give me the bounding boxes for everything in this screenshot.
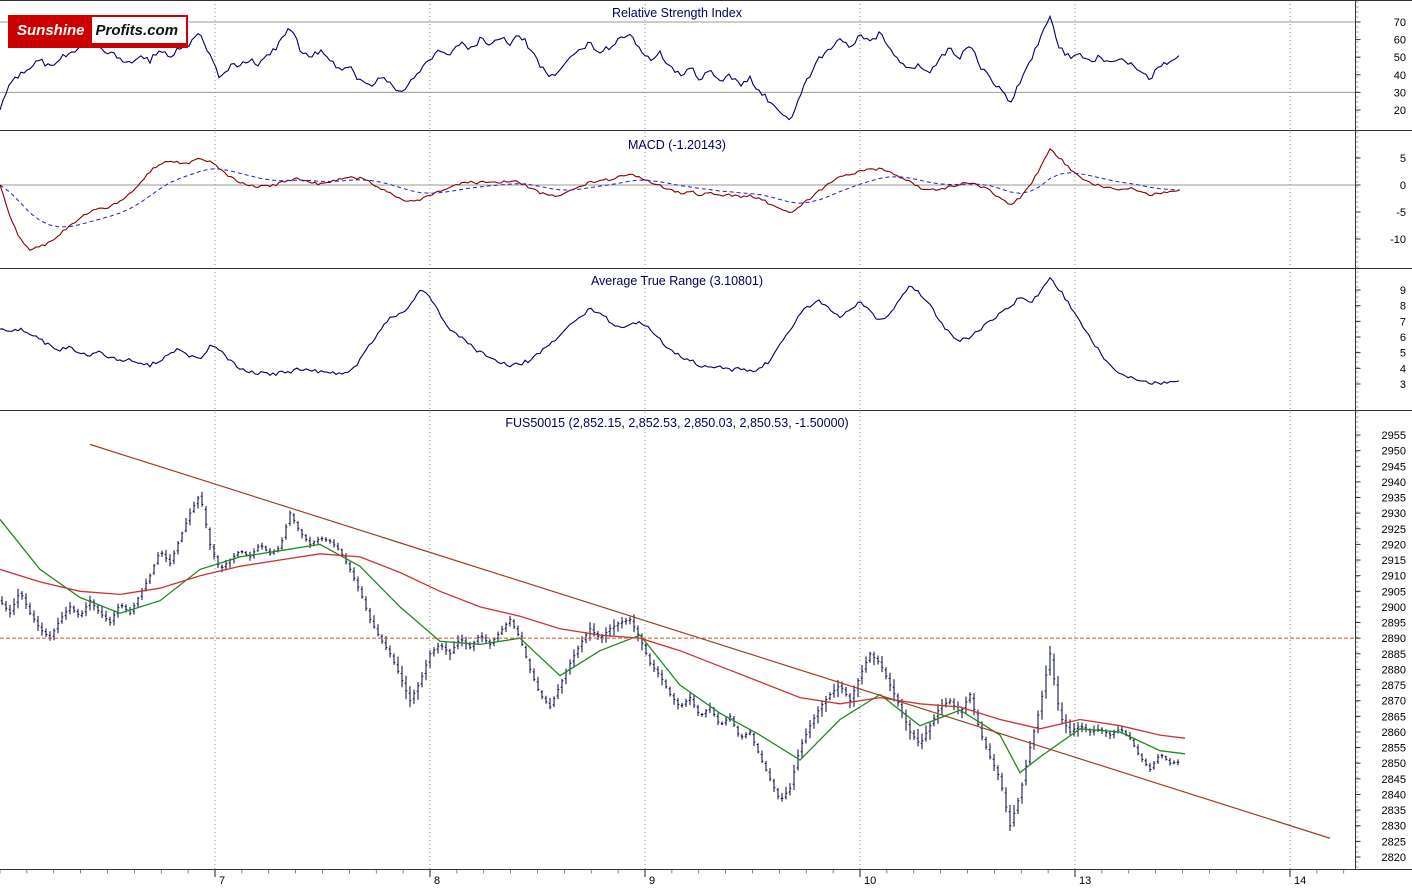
moving-average-slow: [0, 553, 1186, 739]
y-axis-label: 2920: [1382, 539, 1406, 551]
y-axis-label: 2905: [1382, 586, 1406, 598]
macd-signal-line: [0, 168, 1181, 228]
y-axis-label: 2835: [1382, 805, 1406, 817]
y-axis-label: 2830: [1382, 821, 1406, 833]
y-axis-label: 2875: [1382, 680, 1406, 692]
y-axis-label: 2850: [1382, 758, 1406, 770]
y-axis-label: 2860: [1382, 727, 1406, 739]
macd-panel-title: MACD (-1.20143): [628, 138, 726, 152]
y-axis-label: -10: [1390, 234, 1406, 246]
y-axis-label: 2845: [1382, 774, 1406, 786]
y-axis-label: 2945: [1382, 461, 1406, 473]
y-axis-label: 2900: [1382, 602, 1406, 614]
x-axis-day-label: 13: [1079, 875, 1091, 887]
x-axis-day-label: 9: [649, 875, 655, 887]
y-axis-label: 2915: [1382, 555, 1406, 567]
price-panel-title: FUS50015 (2,852.15, 2,852.53, 2,850.03, …: [505, 416, 848, 430]
y-axis-label: 2855: [1382, 743, 1406, 755]
y-axis-label: 2865: [1382, 711, 1406, 723]
resistance-trendline: [89, 443, 1331, 839]
y-axis-label: 9: [1400, 285, 1406, 297]
price-ohlc-bars: [0, 491, 1180, 831]
y-axis-label: 6: [1400, 332, 1406, 344]
y-axis-label: 2895: [1382, 618, 1406, 630]
titles-layer: Relative Strength Index MACD (-1.20143) …: [505, 6, 848, 430]
series-layer: [0, 14, 1355, 839]
x-axis-day-label: 7: [219, 875, 225, 887]
y-axis-label: 20: [1394, 105, 1406, 117]
y-axis-label: 5: [1400, 153, 1406, 165]
logo-suffix-text: Profits.com: [91, 17, 187, 46]
y-axis-label: 50: [1394, 52, 1406, 64]
y-axis-label: 2885: [1382, 649, 1406, 661]
y-axis-label: 2955: [1382, 430, 1406, 442]
y-axis-label: 40: [1394, 70, 1406, 82]
y-axis-label: 2930: [1382, 508, 1406, 520]
logo-brand-text: Sunshine: [10, 17, 92, 46]
rsi-line: [0, 14, 1180, 121]
y-axis-label: 2925: [1382, 524, 1406, 536]
y-axis-label: 2840: [1382, 789, 1406, 801]
y-axis-label: 4: [1400, 363, 1406, 375]
y-axis-label: -5: [1396, 207, 1406, 219]
moving-average-fast: [0, 518, 1186, 774]
x-axis-day-label: 8: [434, 875, 440, 887]
y-axis-label: 3: [1400, 379, 1406, 391]
y-axis-label: 30: [1394, 87, 1406, 99]
atr-line: [0, 276, 1180, 385]
y-axis-label: 60: [1394, 35, 1406, 47]
y-axis-label: 2820: [1382, 852, 1406, 864]
y-axis-label: 5: [1400, 348, 1406, 360]
rsi-panel-title: Relative Strength Index: [612, 6, 743, 20]
macd-line: [0, 148, 1180, 251]
atr-panel-title: Average True Range (3.10801): [591, 274, 763, 288]
x-axis-day-label: 10: [864, 875, 876, 887]
y-axis-label: 2890: [1382, 633, 1406, 645]
y-axis-label: 2950: [1382, 446, 1406, 458]
y-axis-label: 2940: [1382, 477, 1406, 489]
y-axis-label: 2870: [1382, 696, 1406, 708]
y-axis-label: 70: [1394, 17, 1406, 29]
sunshine-profits-logo: Sunshine Profits.com: [8, 15, 189, 48]
y-axis-label: 2910: [1382, 571, 1406, 583]
y-axis-label: 2880: [1382, 664, 1406, 676]
grid-layer: [0, 0, 1412, 870]
y-axis-label: 2825: [1382, 836, 1406, 848]
x-axis-day-label: 14: [1294, 875, 1306, 887]
y-axis-label: 0: [1400, 180, 1406, 192]
y-axis-label: 2935: [1382, 493, 1406, 505]
y-axis-label: 7: [1400, 316, 1406, 328]
y-axis-label: 8: [1400, 301, 1406, 313]
